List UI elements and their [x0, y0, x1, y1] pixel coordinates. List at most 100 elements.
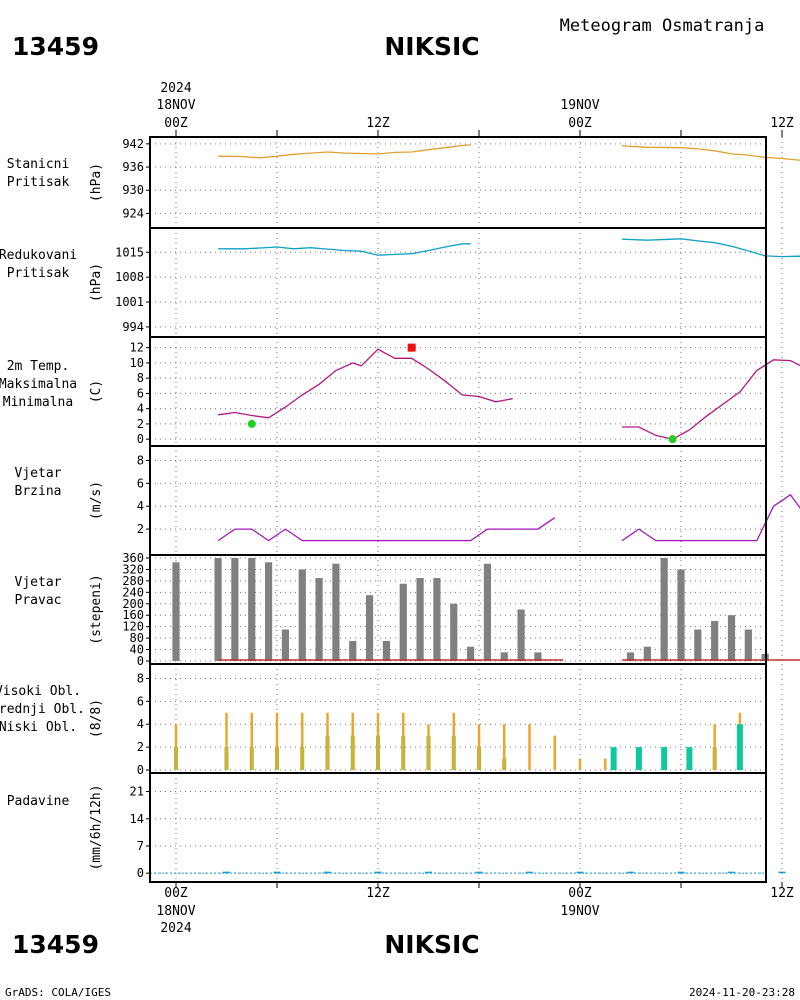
cloud-bar [427, 724, 430, 770]
wind-direction-bar [281, 629, 290, 661]
y-tick-label: 0 [137, 432, 144, 446]
meteogram-title: Meteogram Osmatranja [560, 16, 765, 36]
time-label-bottom-date: 18NOV [156, 904, 195, 919]
wind-speed-panel: 8 6 4 2 (m/s) Vjetar Brzina [15, 445, 800, 556]
series-line [218, 243, 471, 256]
series-line [218, 144, 471, 159]
wind-direction-bar [466, 646, 475, 661]
time-label-top-hour: 00Z [568, 116, 592, 131]
station-id-top: 13459 [12, 32, 99, 61]
cloud-bar [402, 712, 405, 770]
reduced-pressure-panel: 1015 1008 1001 994 (hPa) Redukovani Pritisak [0, 227, 800, 338]
panel-frame [149, 554, 767, 665]
precip-bar [273, 871, 281, 874]
wind-direction-bar [744, 629, 752, 661]
y-tick-label: 80 [130, 631, 144, 645]
y-tick-label: 12 [130, 341, 144, 355]
panel-frame [149, 136, 767, 229]
cloud-bar [250, 712, 253, 770]
wind-direction-bar [711, 620, 719, 661]
time-label-bottom-year: 2024 [160, 921, 191, 936]
wind-direction-bar [298, 569, 306, 661]
y-tick-label: 4 [137, 499, 144, 513]
panel-label: Pravac [15, 593, 62, 608]
cloud-bar [503, 724, 506, 770]
cloud-bar [376, 712, 380, 770]
y-tick-label: 8 [137, 371, 144, 385]
y-tick-label: 924 [122, 206, 144, 220]
cloud-bar [351, 712, 354, 770]
y-tick-label: 14 [130, 812, 144, 826]
y-tick-label: 4 [137, 717, 144, 731]
panel-label: 2m Temp. [7, 359, 70, 374]
cloud-bar [326, 712, 329, 770]
y-tick-label: 6 [137, 386, 144, 400]
series-line [622, 145, 800, 161]
precip-bar [475, 871, 483, 874]
cloud-bar [578, 758, 582, 770]
precip-bar [627, 871, 634, 874]
footer-credit: GrADS: COLA/IGES [5, 986, 111, 999]
y-axis-unit: (m/s) [89, 481, 104, 520]
cloud-bar [736, 724, 743, 770]
panel-frame [149, 663, 767, 774]
time-label-top-date: 18NOV [156, 98, 195, 113]
wind-direction-bar [416, 578, 424, 661]
wind-direction-bar [231, 558, 239, 661]
wind-direction-bar [433, 578, 441, 661]
y-tick-label: 6 [137, 476, 144, 490]
wind-direction-bar [626, 652, 635, 661]
y-tick-label: 120 [122, 620, 144, 634]
precip-bar [223, 871, 230, 874]
time-label-top-date: 19NOV [560, 98, 599, 113]
y-tick-label: 1008 [115, 270, 144, 284]
panel-label: Pritisak [7, 175, 70, 190]
wind-direction-bar [450, 603, 458, 661]
cloud-bar [610, 747, 617, 770]
time-label-top-year: 2024 [160, 81, 191, 96]
wind-direction-bar [214, 558, 222, 661]
station-name-top: NIKSIC [384, 32, 479, 61]
station-id-bottom: 13459 [12, 930, 99, 959]
cloud-bar [174, 724, 178, 770]
y-tick-label: 1001 [115, 295, 144, 309]
cloud-bar [528, 724, 531, 770]
cloud-bar [477, 724, 481, 770]
precip-bar [728, 871, 735, 874]
panel-label: Vjetar [15, 575, 62, 590]
cloud-bar [604, 758, 607, 770]
time-label-top-hour: 12Z [366, 116, 390, 131]
y-tick-label: 6 [137, 694, 144, 708]
panel-label: Minimalna [3, 395, 73, 410]
wind-direction-bar [643, 646, 651, 661]
time-label-top-hour: 12Z [770, 116, 794, 131]
pressure-panel: 942 936 930 924 (hPa) Stanicni Pritisak [7, 136, 800, 229]
y-axis-unit: (mm/6h/12h) [89, 784, 104, 870]
y-tick-label: 930 [122, 183, 144, 197]
series-line [217, 517, 556, 542]
series-line [622, 238, 800, 258]
y-tick-label: 2 [137, 522, 144, 536]
wind-direction-bar [727, 615, 736, 661]
y-tick-label: 160 [122, 608, 144, 622]
y-tick-label: 4 [137, 402, 144, 416]
panel-label: Niski Obl. [0, 720, 77, 735]
cloud-bar [553, 735, 556, 770]
wind-direction-bar [315, 578, 323, 661]
y-tick-label: 200 [122, 597, 144, 611]
y-tick-label: 10 [130, 356, 144, 370]
cloud-bar [713, 724, 716, 770]
footer-timestamp: 2024-11-20-23:28 [689, 986, 795, 999]
wind-direction-bar [677, 569, 685, 661]
y-tick-label: 2 [137, 417, 144, 431]
y-tick-label: 8 [137, 671, 144, 685]
panel-label: Redukovani [0, 248, 77, 263]
time-label-bottom-hour: 12Z [366, 886, 390, 901]
panel-label: Srednji Obl. [0, 702, 85, 717]
precip-bar [425, 871, 432, 874]
y-axis-unit: (8/8) [89, 699, 104, 738]
time-label-bottom-hour: 00Z [568, 886, 592, 901]
wind-direction-bar [500, 652, 508, 661]
wind-direction-bar [172, 562, 180, 661]
